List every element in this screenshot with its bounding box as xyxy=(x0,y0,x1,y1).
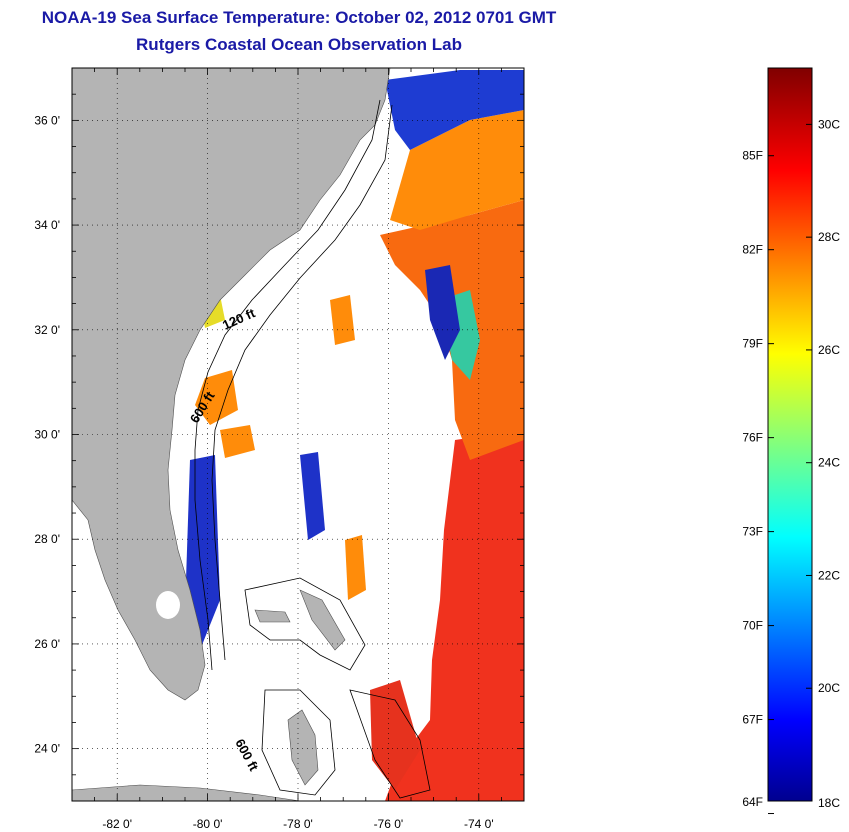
longitude-labels: -82 0' -80 0' -78 0' -76 0' -74 0' xyxy=(102,817,493,831)
colorbar-label-64F: 64F xyxy=(742,795,763,809)
sst-orange-patch-a xyxy=(195,370,238,425)
colorbar-label-85F: 85F xyxy=(742,149,763,163)
sst-blue-coastal xyxy=(300,452,325,540)
sst-blue-florida-east xyxy=(185,455,220,650)
contour-120ft xyxy=(194,99,381,671)
land-us-southeast xyxy=(72,68,391,701)
colorbar-ticks: 30C 28C 26C 24C 22C 20C 18C 85F 82F 79F 76F 73F 70F 6… xyxy=(742,117,840,815)
lat-label-26: 26 0' xyxy=(34,637,60,651)
lon-label-74: -74 0' xyxy=(464,817,494,831)
colorbar-label-22C: 22C xyxy=(818,568,840,582)
colorbar-label-82F: 82F xyxy=(742,243,763,257)
sst-blue-northeast xyxy=(385,70,524,150)
lat-label-32: 32 0' xyxy=(34,323,60,337)
contour-bahamas-1 xyxy=(244,577,366,671)
minor-ticks xyxy=(71,67,525,802)
land-grand-bahama xyxy=(254,609,291,623)
sst-orange-north xyxy=(390,110,524,230)
map-subtitle: Rutgers Coastal Ocean Observation Lab xyxy=(136,35,462,54)
map-title: NOAA-19 Sea Surface Temperature: October… xyxy=(41,8,557,27)
land-cuba xyxy=(72,784,301,801)
lon-label-76: -76 0' xyxy=(374,817,404,831)
sst-orange-patch-b xyxy=(220,425,255,458)
colorbar-label-28C: 28C xyxy=(818,230,840,244)
colorbar-label-76F: 76F xyxy=(742,431,763,445)
sst-orange-patch-c xyxy=(330,295,355,345)
lon-label-82: -82 0' xyxy=(102,817,132,831)
colorbar-label-73F: 73F xyxy=(742,525,763,539)
colorbar-label-79F: 79F xyxy=(742,337,763,351)
colorbar-label-20C: 20C xyxy=(818,681,840,695)
lat-label-28: 28 0' xyxy=(34,532,60,546)
colorbar xyxy=(767,67,813,802)
sst-orange-patch-d xyxy=(345,535,366,600)
colorbar-label-18C: 18C xyxy=(818,796,840,810)
colorbar-label-70F: 70F xyxy=(742,619,763,633)
land-bahamas-andros xyxy=(287,709,319,786)
lat-label-36: 36 0' xyxy=(34,113,60,127)
lat-label-34: 34 0' xyxy=(34,218,60,232)
land-bahamas-abaco xyxy=(299,589,346,651)
contour-600ft xyxy=(211,104,393,661)
colorbar-label-67F: 67F xyxy=(742,713,763,727)
lat-label-24: 24 0' xyxy=(34,742,60,756)
grid-lines xyxy=(72,68,524,801)
contour-bahamas-3 xyxy=(349,689,431,799)
sst-cold-edge xyxy=(425,265,460,360)
lon-label-80: -80 0' xyxy=(193,817,223,831)
sst-red-bahamas xyxy=(370,680,420,790)
sst-warm-offshore xyxy=(385,430,524,801)
colorbar-label-30C: 30C xyxy=(818,117,840,131)
lat-label-30: 30 0' xyxy=(34,428,60,442)
colorbar-label-26C: 26C xyxy=(818,343,840,357)
latitude-labels: 36 0' 34 0' 32 0' 30 0' 28 0' 26 0' 24 0' xyxy=(34,113,60,755)
contour-bahamas-2 xyxy=(261,689,336,796)
colorbar-label-24C: 24C xyxy=(818,456,840,470)
lake-okeechobee xyxy=(156,591,180,619)
lon-label-78: -78 0' xyxy=(283,817,313,831)
